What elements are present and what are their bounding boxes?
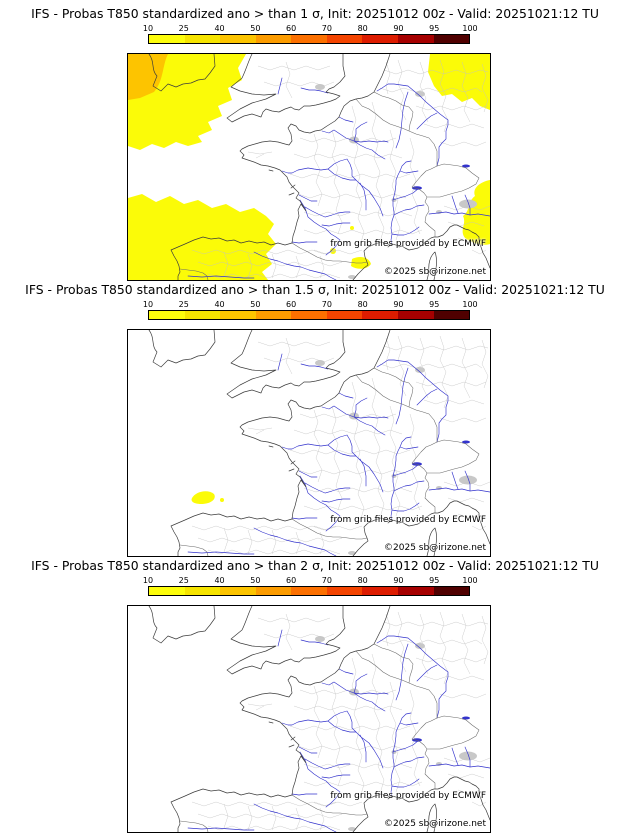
colorbar-gradient [148,310,470,320]
colorbar-segment [220,311,256,319]
colorbar: 10 25 40 50 60 70 80 90 95 100 [143,576,478,596]
colorbar-tick: 25 [178,300,189,309]
credit-text: from grib files provided by ECMWF [330,791,486,801]
colorbar-tick: 95 [429,24,440,33]
panel-prob-1-5sigma: IFS - Probas T850 standardized ano > tha… [0,276,630,557]
colorbar-segment [433,587,470,595]
colorbar-tick: 100 [462,576,478,585]
map-prob-1sigma: from grib files provided by ECMWF ©2025 … [127,53,491,281]
colorbar-segment [184,35,221,43]
colorbar-tick: 95 [429,576,440,585]
colorbar-tick: 80 [357,576,368,585]
colorbar-segment [326,587,363,595]
credit-text: from grib files provided by ECMWF [330,515,486,525]
colorbar-tick: 10 [142,576,154,585]
colorbar-tick: 70 [321,24,332,33]
prob-speck-center [350,226,354,230]
colorbar-tick: 25 [178,24,189,33]
colorbar-gradient [148,586,470,596]
colorbar-segment [184,587,221,595]
colorbar-segment [149,35,185,43]
colorbar-tick: 90 [393,576,404,585]
colorbar-segment [362,35,398,43]
colorbar-segment [149,587,185,595]
map-svg-1sigma [128,54,490,280]
colorbar-tick: 10 [142,24,154,33]
colorbar-tick: 60 [286,300,297,309]
colorbar-tick: 100 [462,300,478,309]
map-prob-2sigma: from grib files provided by ECMWF ©2025 … [127,605,491,833]
colorbar-tick: 100 [462,24,478,33]
colorbar-tick: 40 [214,576,225,585]
colorbar-segment [255,35,292,43]
colorbar-tick: 50 [250,300,261,309]
panel-prob-2sigma: IFS - Probas T850 standardized ano > tha… [0,552,630,833]
map-prob-1-5sigma: from grib files provided by ECMWF ©2025 … [127,329,491,557]
colorbar-tick: 25 [178,576,189,585]
colorbar-tick: 40 [214,24,225,33]
colorbar-segment [291,587,327,595]
colorbar-segment [255,587,292,595]
colorbar-tick: 95 [429,300,440,309]
probability-shading-1-5sigma [191,491,224,504]
prob-area-northeast [428,54,490,110]
credit-text: from grib files provided by ECMWF [330,239,486,249]
panel-title: IFS - Probas T850 standardized ano > tha… [31,6,599,21]
colorbar-tick: 50 [250,576,261,585]
colorbar-segment [184,311,221,319]
colorbar-segment [362,311,398,319]
colorbar-segment [397,35,434,43]
copyright-text: ©2025 sb@irizone.net [384,267,486,277]
colorbar-tick: 70 [321,576,332,585]
colorbar-segment [397,587,434,595]
colorbar-tick: 90 [393,24,404,33]
copyright-text: ©2025 sb@irizone.net [384,543,486,553]
colorbar-gradient [148,34,470,44]
prob-area-italy [462,180,490,245]
prob-area-corner-orange [128,54,168,100]
colorbar-segment [291,311,327,319]
map-svg-1-5sigma [148,330,490,556]
colorbar-tick: 70 [321,300,332,309]
colorbar-tick: 80 [357,24,368,33]
colorbar-segment [291,35,327,43]
prob-speck-galicia [220,498,224,502]
colorbar-tick: 60 [286,576,297,585]
prob-area-galicia [191,491,215,504]
colorbar-tick: 10 [142,300,154,309]
colorbar: 10 25 40 50 60 70 80 90 95 100 [143,300,478,320]
colorbar-tick: 60 [286,24,297,33]
colorbar-segment [220,587,256,595]
colorbar-segment [433,35,470,43]
copyright-text: ©2025 sb@irizone.net [384,819,486,829]
colorbar-tick: 50 [250,24,261,33]
colorbar-segment [326,35,363,43]
colorbar-segment [362,587,398,595]
panel-title: IFS - Probas T850 standardized ano > tha… [25,282,605,297]
colorbar-segment [433,311,470,319]
colorbar-tick: 80 [357,300,368,309]
colorbar-segment [255,311,292,319]
colorbar-segment [149,311,185,319]
colorbar-ticks: 10 25 40 50 60 70 80 90 95 100 [143,24,478,33]
colorbar-ticks: 10 25 40 50 60 70 80 90 95 100 [143,300,478,309]
colorbar-tick: 40 [214,300,225,309]
colorbar-segment [220,35,256,43]
panel-title: IFS - Probas T850 standardized ano > tha… [31,558,599,573]
colorbar: 10 25 40 50 60 70 80 90 95 100 [143,24,478,44]
colorbar-ticks: 10 25 40 50 60 70 80 90 95 100 [143,576,478,585]
colorbar-segment [326,311,363,319]
panel-prob-1sigma: IFS - Probas T850 standardized ano > tha… [0,0,630,281]
colorbar-segment [397,311,434,319]
colorbar-tick: 90 [393,300,404,309]
